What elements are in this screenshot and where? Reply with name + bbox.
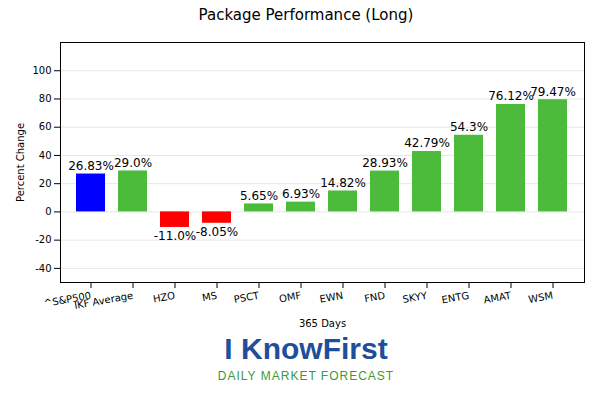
svg-text:-8.05%: -8.05% xyxy=(196,225,238,239)
svg-text:IKF Average: IKF Average xyxy=(73,290,134,311)
svg-text:20: 20 xyxy=(39,178,52,189)
svg-text:6.93%: 6.93% xyxy=(282,187,320,201)
svg-text:-20: -20 xyxy=(35,234,51,245)
svg-text:26.83%: 26.83% xyxy=(68,159,114,173)
svg-text:HZO: HZO xyxy=(152,290,176,305)
svg-text:OMF: OMF xyxy=(278,290,302,305)
svg-text:79.47%: 79.47% xyxy=(530,85,576,99)
svg-text:14.82%: 14.82% xyxy=(320,176,366,190)
svg-text:Percent Change: Percent Change xyxy=(15,123,26,202)
svg-text:FND: FND xyxy=(363,290,386,305)
svg-text:SKYY: SKYY xyxy=(402,290,429,305)
svg-text:0: 0 xyxy=(45,206,51,217)
html-text:Package Performance (Long): Package Performance (Long) xyxy=(198,6,414,24)
svg-text:-40: -40 xyxy=(35,263,51,274)
html-text:I KnowFirst: I KnowFirst xyxy=(224,332,388,365)
html-text:DAILY MARKET FORECAST: DAILY MARKET FORECAST xyxy=(217,369,395,383)
svg-text:28.93%: 28.93% xyxy=(362,156,408,170)
svg-text:42.79%: 42.79% xyxy=(404,136,450,150)
svg-text:76.12%: 76.12% xyxy=(488,89,534,103)
svg-text:5.65%: 5.65% xyxy=(240,189,278,203)
svg-text:-11.0%: -11.0% xyxy=(154,229,196,243)
svg-text:54.3%: 54.3% xyxy=(450,120,488,134)
svg-text:80: 80 xyxy=(39,93,52,104)
svg-text:^S&P500: ^S&P500 xyxy=(43,289,92,309)
svg-text:EWN: EWN xyxy=(319,290,344,305)
svg-text:60: 60 xyxy=(39,121,52,132)
svg-text:PSCT: PSCT xyxy=(233,290,261,305)
svg-text:WSM: WSM xyxy=(527,290,553,305)
svg-text:100: 100 xyxy=(32,65,51,76)
svg-text:MS: MS xyxy=(201,290,218,303)
svg-text:AMAT: AMAT xyxy=(483,290,513,306)
svg-text:365 Days: 365 Days xyxy=(299,318,346,329)
svg-text:ENTG: ENTG xyxy=(441,290,470,306)
svg-text:29.0%: 29.0% xyxy=(114,156,152,170)
svg-text:40: 40 xyxy=(39,150,52,161)
